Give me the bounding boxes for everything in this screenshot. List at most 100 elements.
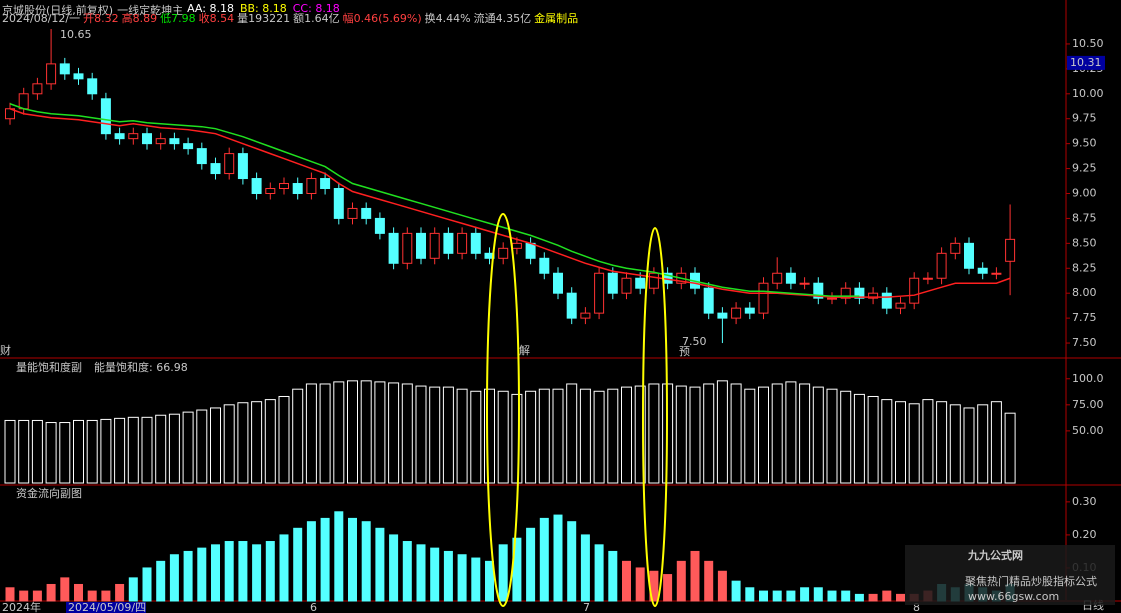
bar (18, 419, 30, 484)
candle-body (607, 272, 618, 294)
panel-title: 量能饱和度副 (16, 360, 82, 374)
bar (45, 422, 57, 484)
bar (663, 574, 673, 602)
bar (429, 386, 441, 484)
candle-body (265, 188, 276, 194)
bar (211, 544, 220, 602)
bar (840, 390, 852, 484)
bar (579, 388, 591, 484)
watermark: 聚焦热门精品炒股指标公式 (965, 574, 1097, 588)
info-item: 幅0.46(5.69%) (342, 12, 422, 25)
candle-body (868, 292, 879, 299)
candle-body (128, 133, 139, 140)
bar (86, 419, 98, 484)
bar (32, 590, 42, 602)
candle-body (648, 272, 659, 289)
bar (334, 511, 344, 602)
candle-body (566, 292, 577, 319)
ma-line (9, 103, 860, 297)
watermark: www.66gsw.com (968, 590, 1059, 603)
bar (114, 417, 126, 484)
info-item: 开8.32 (83, 12, 119, 25)
x-label: 7 (583, 601, 590, 613)
indicator-value: AA: 8.18 (187, 2, 234, 15)
x-label: 2024年 (2, 600, 41, 613)
bar (361, 521, 371, 602)
candle-body (511, 242, 522, 249)
bar (128, 577, 138, 602)
bar (293, 527, 303, 602)
bar (854, 593, 864, 602)
bar (19, 590, 29, 602)
bar (347, 380, 358, 484)
candle-body (977, 267, 988, 274)
bar (567, 521, 577, 602)
candle-body (347, 207, 358, 219)
bar (31, 419, 43, 484)
candle-body (827, 297, 837, 300)
bar (525, 390, 537, 484)
bar (265, 541, 275, 602)
candle-body (553, 272, 563, 294)
bar (59, 422, 71, 484)
bar (539, 517, 549, 602)
panel-value: 能量饱和度: 66.98 (94, 360, 188, 374)
candle-body (895, 302, 906, 309)
bar (485, 560, 494, 602)
candle-body (374, 217, 385, 234)
candle-body (279, 183, 289, 190)
bar (689, 386, 701, 484)
x-label: 6 (310, 601, 317, 613)
bar (895, 401, 906, 484)
candle-body (580, 312, 591, 319)
bar (415, 385, 427, 484)
bar (320, 517, 330, 602)
candle-body (18, 93, 29, 110)
candle-body (772, 272, 783, 284)
bar (730, 383, 742, 484)
candle-body (703, 287, 714, 314)
candle-body (114, 133, 125, 140)
bar (238, 541, 248, 602)
candle-body (443, 232, 454, 254)
bar (389, 534, 399, 602)
bar (648, 383, 660, 484)
bar (183, 550, 193, 602)
x-label: 8 (913, 601, 920, 613)
y-tick-label: 50.00 (1072, 424, 1104, 437)
bar (4, 419, 16, 484)
bar (826, 388, 838, 484)
candle-body (251, 178, 262, 194)
bar (168, 413, 180, 484)
candle-body (799, 282, 810, 285)
bar (60, 577, 70, 602)
bar (511, 393, 523, 484)
y-tick-label: 75.00 (1072, 398, 1104, 411)
bar (456, 388, 468, 484)
bar (827, 590, 837, 602)
y-tick-label: 8.00 (1072, 286, 1097, 299)
bar (224, 541, 234, 602)
info-item: 高8.89 (121, 12, 158, 25)
bar (401, 383, 413, 484)
bar (471, 557, 481, 602)
date-highlight (66, 602, 146, 613)
candle-body (950, 242, 961, 254)
candle-body (936, 252, 947, 279)
bar (251, 401, 263, 484)
candle-body (224, 153, 235, 175)
bar (442, 386, 454, 484)
bar (402, 541, 412, 602)
highlight-ellipse (642, 227, 668, 607)
bar (634, 385, 646, 484)
bar (279, 534, 289, 602)
bar (881, 399, 893, 484)
bar (922, 399, 934, 484)
bar (882, 590, 892, 602)
bar (87, 590, 97, 602)
annotation: 10.65 (60, 28, 92, 41)
bar (635, 567, 645, 602)
bar (210, 407, 221, 484)
bar (115, 583, 125, 602)
candle-body (429, 232, 440, 259)
